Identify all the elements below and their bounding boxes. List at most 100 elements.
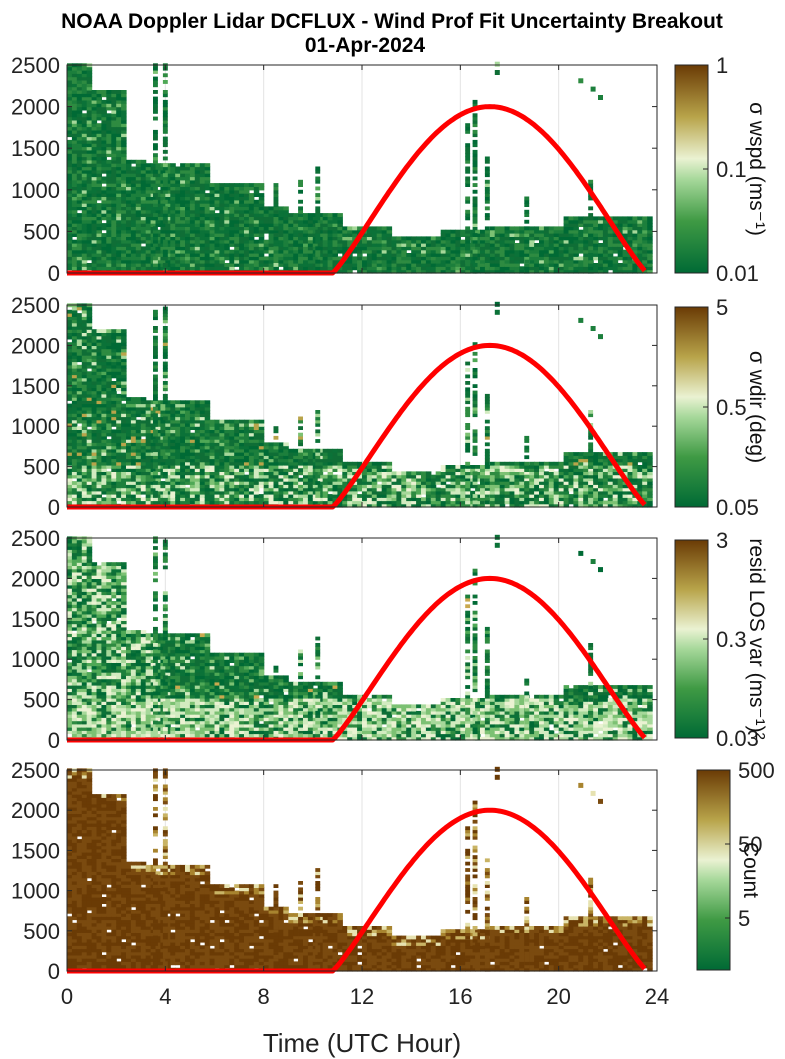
heatmap-cell <box>86 306 93 311</box>
heatmap-cell <box>509 269 515 274</box>
heatmap-cell <box>145 219 152 224</box>
heatmap-cell <box>155 209 161 214</box>
heatmap-cell <box>194 406 201 411</box>
heatmap-cell <box>145 445 152 450</box>
heatmap-cell <box>455 229 461 234</box>
heatmap-cell <box>81 435 88 440</box>
heatmap-cell <box>489 229 496 234</box>
heatmap-cell <box>175 253 181 257</box>
heatmap-cell <box>234 213 240 217</box>
heatmap-cell <box>214 253 220 257</box>
heatmap-cell <box>71 393 78 398</box>
heatmap-cell <box>450 259 456 264</box>
heatmap-cell <box>283 213 289 217</box>
heatmap-cell <box>204 173 211 178</box>
heatmap-cell <box>268 229 275 234</box>
heatmap-cell <box>81 86 88 91</box>
heatmap-cell <box>140 263 147 267</box>
heatmap-cell <box>86 233 93 237</box>
heatmap-cell <box>342 474 348 479</box>
heatmap-cell <box>209 209 216 214</box>
heatmap-cell <box>135 403 142 408</box>
heatmap-cell <box>244 196 250 201</box>
heatmap-cell <box>322 448 329 453</box>
heatmap-cell <box>111 99 117 104</box>
heatmap-cell <box>81 139 88 144</box>
heatmap-cell <box>145 484 152 489</box>
heatmap-cell <box>199 461 206 466</box>
heatmap-cell <box>162 243 168 247</box>
heatmap-cell <box>165 490 171 495</box>
heatmap-cell <box>258 199 265 204</box>
heatmap-cell <box>91 183 98 187</box>
heatmap-cell <box>140 471 147 476</box>
heatmap-cell <box>135 448 142 453</box>
heatmap-cell <box>116 442 122 447</box>
heatmap-cell <box>534 236 540 241</box>
heatmap-cell <box>209 474 216 479</box>
heatmap-cell <box>583 239 589 244</box>
heatmap-cell <box>450 266 456 271</box>
heatmap-cell <box>67 419 73 424</box>
heatmap-cell <box>342 249 348 254</box>
heatmap-cell <box>76 143 83 148</box>
heatmap-cell <box>534 229 540 234</box>
heatmap-cell <box>111 193 117 197</box>
heatmap-cell <box>258 223 265 227</box>
heatmap-cell <box>76 156 83 161</box>
heatmap-cell <box>283 236 289 241</box>
heatmap-cell <box>67 163 73 168</box>
heatmap-cell <box>258 419 265 424</box>
heatmap-cell <box>204 253 211 257</box>
heatmap-cell <box>67 73 73 78</box>
heatmap-cell <box>199 416 206 421</box>
heatmap-cell <box>194 243 201 247</box>
heatmap-cell <box>91 263 98 267</box>
heatmap-cell <box>337 236 343 241</box>
heatmap-cell <box>91 426 98 430</box>
heatmap-cell <box>180 487 186 492</box>
heatmap-cell <box>214 461 220 466</box>
heatmap-cell <box>150 445 157 450</box>
heatmap-cell <box>234 203 240 207</box>
heatmap-cell <box>234 439 240 443</box>
heatmap-cell <box>101 490 107 495</box>
heatmap-cell <box>67 209 73 214</box>
heatmap-cell <box>622 249 629 254</box>
heatmap-cell <box>445 256 452 261</box>
heatmap-cell <box>91 364 98 369</box>
heatmap-cell <box>411 243 417 247</box>
heatmap-cell <box>263 256 270 261</box>
heatmap-cell <box>637 223 643 227</box>
heatmap-cell <box>347 226 353 231</box>
heatmap-cell <box>244 183 250 187</box>
heatmap-cell <box>366 471 373 476</box>
heatmap-cell <box>175 423 181 427</box>
heatmap-cell <box>81 368 88 372</box>
heatmap-cell <box>303 216 309 221</box>
heatmap-cell <box>106 452 112 456</box>
heatmap-cell <box>209 448 216 453</box>
heatmap-cell <box>573 243 579 247</box>
heatmap-cell <box>116 481 122 485</box>
heatmap-cell <box>91 477 98 482</box>
heatmap-cell <box>81 306 88 311</box>
heatmap-cell <box>253 500 260 505</box>
heatmap-cell <box>71 116 78 121</box>
heatmap-cell <box>153 76 158 81</box>
heatmap-cell <box>153 103 158 108</box>
heatmap-cell <box>101 139 107 144</box>
heatmap-cell <box>376 256 383 261</box>
heatmap-cell <box>165 442 171 447</box>
heatmap-cell <box>96 253 102 257</box>
heatmap-cell <box>234 196 240 201</box>
heatmap-cell <box>322 229 329 234</box>
heatmap-cell <box>273 186 279 191</box>
heatmap-cell <box>234 419 240 424</box>
heatmap-cell <box>96 133 102 138</box>
heatmap-cell <box>465 266 471 271</box>
heatmap-cell <box>293 216 299 221</box>
heatmap-cell <box>472 223 478 227</box>
